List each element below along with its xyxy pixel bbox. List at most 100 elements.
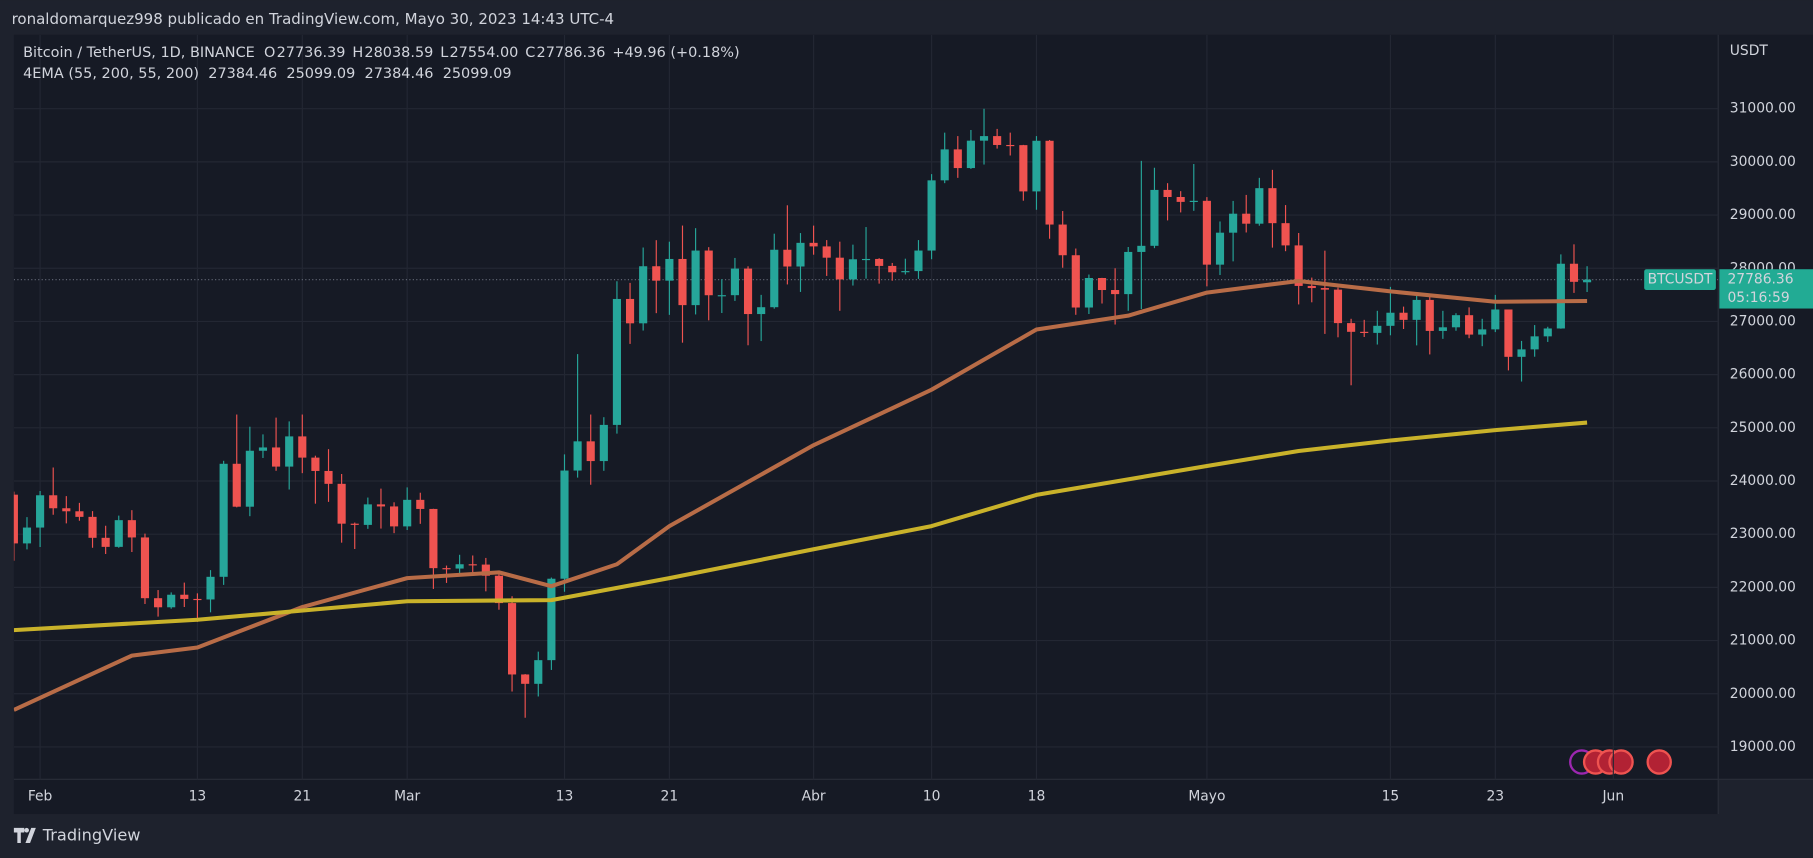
candle-body — [966, 140, 975, 169]
candle-body — [940, 149, 949, 181]
x-tick-label: Jun — [1601, 789, 1624, 805]
candle-body — [573, 441, 582, 471]
candle-body — [1150, 189, 1159, 246]
candle-body — [13, 494, 18, 544]
candle-body — [140, 537, 150, 599]
x-tick-label: 21 — [661, 789, 679, 805]
candle-body — [442, 568, 451, 570]
candle-body — [101, 537, 110, 547]
x-tick-label: 13 — [189, 789, 207, 805]
candle-body — [678, 258, 687, 306]
candle-body — [1543, 328, 1552, 337]
y-tick-label: 27000.00 — [1730, 313, 1796, 329]
candle-body — [507, 603, 517, 675]
candle-body — [547, 578, 556, 661]
candle-body — [691, 250, 700, 306]
ema-line — [13, 420, 1588, 633]
candle-body — [232, 463, 241, 507]
candle-body — [612, 298, 622, 425]
legend-text: +49.96 (+0.18%) — [612, 45, 739, 61]
x-tick-label: 13 — [556, 789, 574, 805]
symbol-tag-text: BTCUSDT — [1648, 272, 1713, 288]
candle-body — [1032, 140, 1041, 192]
x-tick-label: Mayo — [1188, 789, 1225, 805]
candle-body — [1097, 277, 1107, 291]
candle-body — [861, 258, 871, 261]
candle-body — [586, 441, 595, 462]
candle-body — [717, 295, 726, 297]
y-tick-label: 25000.00 — [1730, 420, 1796, 436]
y-tick-label: 24000.00 — [1730, 473, 1796, 489]
candle-body — [979, 136, 989, 141]
y-tick-label: 22000.00 — [1730, 579, 1796, 595]
candle-body — [363, 504, 372, 525]
x-tick-label: 18 — [1028, 789, 1046, 805]
candle-body — [403, 499, 412, 527]
candle-body — [1242, 213, 1251, 224]
legend-text: C — [525, 45, 535, 61]
candle-body — [1294, 245, 1303, 286]
candle-body — [625, 298, 635, 324]
candle-body — [770, 249, 779, 308]
legend-text: 27384.46 — [365, 66, 434, 82]
y-tick-label: 30000.00 — [1730, 154, 1796, 170]
candle-body — [193, 598, 202, 601]
x-tick-label: 10 — [923, 789, 941, 805]
candle-body — [1189, 200, 1198, 202]
candle-body — [1360, 331, 1369, 333]
candle-body — [730, 268, 739, 296]
price-axis — [1718, 34, 1813, 780]
publish-info: ronaldomarquez998 publicado en TradingVi… — [12, 10, 615, 28]
candle-body — [599, 424, 608, 462]
candle-body — [88, 516, 97, 538]
candle-body — [1071, 255, 1080, 308]
candle-body — [1019, 145, 1028, 192]
legend-text: 4EMA (55, 200, 55, 200) — [23, 66, 199, 82]
candle-body — [560, 470, 569, 579]
candle-body — [993, 136, 1002, 145]
time-axis — [13, 779, 1719, 815]
candle-body — [927, 180, 936, 251]
candle-body — [1111, 290, 1120, 295]
x-tick-label: Feb — [28, 789, 53, 805]
y-tick-label: 20000.00 — [1730, 686, 1796, 702]
candle-body — [796, 242, 805, 267]
candle-body — [1137, 245, 1146, 252]
candle-body — [1333, 289, 1343, 324]
brand-name: TradingView — [42, 826, 141, 845]
legend-text: 25099.09 — [443, 66, 512, 82]
candle-body — [757, 307, 766, 315]
candle-body — [822, 246, 831, 258]
candle-body — [809, 242, 818, 247]
symbol-tag — [1644, 269, 1716, 291]
candle-body — [36, 495, 45, 528]
candle-body — [1084, 277, 1093, 308]
candle-body — [914, 250, 923, 272]
legend-text: 27786.36 — [537, 45, 606, 61]
price-tag — [1719, 269, 1813, 309]
candle-body — [665, 258, 674, 281]
candle-body — [114, 520, 123, 547]
y-tick-label: 21000.00 — [1730, 633, 1796, 649]
candle-body — [1045, 140, 1054, 225]
candle-body — [1373, 325, 1382, 333]
candle-body — [455, 564, 464, 569]
legend-text: L — [440, 45, 448, 61]
candle-body — [743, 268, 753, 315]
legend-text: 28038.59 — [364, 45, 433, 61]
candle-body — [1268, 188, 1277, 224]
candle-body — [376, 504, 386, 507]
candle-body — [75, 511, 84, 517]
legend-text: 27736.39 — [277, 45, 346, 61]
candle-body — [1229, 213, 1238, 233]
candle-body — [1202, 200, 1211, 265]
candle-body — [1517, 349, 1526, 357]
candle-body — [888, 265, 897, 273]
candle-body — [1255, 188, 1264, 224]
candle-body — [652, 266, 661, 281]
candle-body — [494, 575, 504, 604]
x-tick-label: 15 — [1382, 789, 1400, 805]
candle-body — [1281, 223, 1290, 246]
plot — [13, 34, 1719, 780]
